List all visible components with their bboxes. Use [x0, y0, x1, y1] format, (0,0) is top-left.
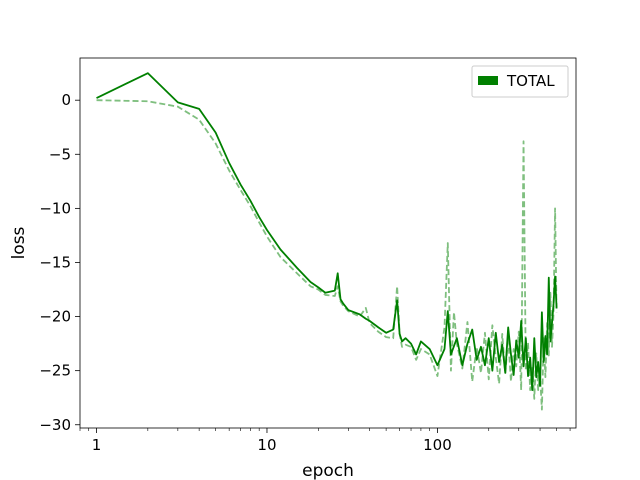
y-axis-label: loss — [9, 226, 29, 259]
y-tick-label: −15 — [39, 253, 71, 271]
y-tick-label: −10 — [39, 199, 71, 217]
series-line-0 — [96, 72, 558, 392]
y-tick-label: −5 — [49, 145, 71, 163]
legend-label: TOTAL — [506, 72, 555, 90]
legend-box — [471, 65, 569, 98]
plot-frame — [79, 57, 577, 429]
plot-area — [80, 58, 576, 428]
x-tick-label: 100 — [423, 436, 452, 454]
x-tick-label: 10 — [257, 436, 276, 454]
legend: TOTAL — [471, 65, 569, 98]
series-line-1 — [96, 99, 558, 411]
x-axis-label: epoch — [302, 461, 354, 480]
y-tick-label: −25 — [39, 362, 71, 380]
x-tick-label: 1 — [92, 436, 102, 454]
y-tick-label: 0 — [61, 91, 71, 109]
y-tick-label: −30 — [39, 416, 71, 434]
y-tick-label: −20 — [39, 308, 71, 326]
legend-swatch — [478, 76, 498, 85]
